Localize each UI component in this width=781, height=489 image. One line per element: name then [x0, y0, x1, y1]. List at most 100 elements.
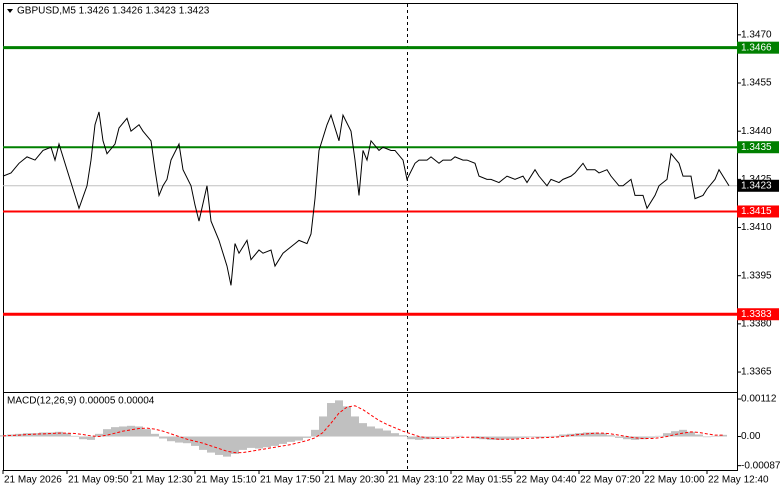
macd-bar: [615, 436, 623, 438]
macd-bar: [719, 434, 727, 437]
macd-bar: [143, 429, 151, 437]
level-label: 1.3383: [741, 309, 772, 320]
macd-bar: [295, 436, 303, 441]
macd-bar: [599, 433, 607, 437]
macd-bar: [335, 400, 343, 437]
level-label-box: [737, 141, 779, 154]
macd-bar: [503, 436, 511, 440]
y-tick-label: 1.3410: [741, 222, 772, 233]
macd-bar: [399, 435, 407, 437]
macd-bar: [231, 436, 239, 454]
macd-bar: [687, 431, 695, 437]
y-tick-label: 1.3455: [741, 78, 772, 89]
y-tick-label: 1.3365: [741, 367, 772, 378]
macd-bar: [7, 434, 15, 437]
macd-bar: [543, 436, 551, 438]
macd-bar: [263, 436, 271, 448]
macd-bar: [223, 436, 231, 457]
y-tick-label: 0.00112: [741, 394, 777, 405]
macd-bar: [23, 433, 31, 437]
macd-bar: [663, 433, 671, 437]
macd-bar: [319, 416, 327, 437]
macd-bar: [535, 436, 543, 438]
macd-bar: [199, 436, 207, 450]
macd-bar: [695, 434, 703, 437]
level-label: 1.3435: [741, 142, 772, 153]
x-tick-label: 22 May 07:20: [580, 475, 641, 486]
macd-bar: [703, 436, 711, 438]
macd-bar: [447, 436, 455, 438]
plot-frame: [3, 3, 738, 471]
x-tick-label: 21 May 15:10: [196, 475, 257, 486]
macd-bar: [55, 431, 63, 437]
macd-bar: [519, 436, 527, 438]
macd-bar: [271, 436, 279, 446]
x-tick-label: 22 May 10:00: [644, 475, 705, 486]
macd-bar: [527, 436, 535, 438]
x-tick-label: 21 May 12:30: [132, 475, 193, 486]
level-label-box: [737, 308, 779, 321]
macd-bar: [311, 429, 319, 437]
x-tick-label: 21 May 09:50: [68, 475, 129, 486]
y-tick-label: 1.3395: [741, 270, 772, 281]
macd-bar: [559, 434, 567, 437]
macd-bar: [127, 425, 135, 437]
macd-bar: [151, 433, 159, 437]
macd-bar: [135, 426, 143, 437]
macd-bar: [407, 436, 415, 440]
last-price-box: [737, 179, 779, 192]
macd-bar: [391, 433, 399, 437]
level-label-box: [737, 41, 779, 54]
macd-bar: [31, 433, 39, 437]
macd-bar: [103, 429, 111, 437]
x-tick-label: 22 May 12:40: [708, 475, 769, 486]
last-price-label: 1.3423: [741, 180, 772, 191]
macd-bar: [175, 436, 183, 443]
macd-bar: [383, 430, 391, 437]
macd-bar: [71, 435, 79, 437]
macd-bar: [647, 436, 655, 438]
macd-bar: [655, 435, 663, 437]
chart-title: GBPUSD,M5 1.3426 1.3426 1.3423 1.3423: [17, 6, 210, 17]
x-tick-label: 21 May 23:10: [388, 475, 449, 486]
macd-bar: [167, 436, 175, 442]
macd-bar: [327, 403, 335, 437]
macd-bar: [551, 435, 559, 437]
x-tick-label: 21 May 20:30: [324, 475, 385, 486]
y-tick-label: 0.00: [741, 431, 761, 442]
y-tick-label: 1.3440: [741, 126, 772, 137]
price-line: [2, 111, 730, 286]
macd-bar: [191, 436, 199, 446]
macd-bar: [279, 436, 287, 444]
macd-bar: [367, 426, 375, 437]
level-label-box: [737, 205, 779, 218]
x-tick-label: 22 May 04:40: [516, 475, 577, 486]
macd-bar: [631, 436, 639, 440]
macd-bar: [159, 436, 167, 439]
macd-bar: [359, 423, 367, 437]
macd-bar: [583, 432, 591, 437]
macd-bar: [671, 431, 679, 437]
macd-bar: [711, 435, 719, 437]
level-label: 1.3466: [741, 42, 772, 53]
x-tick-label: 21 May 2026: [4, 475, 62, 486]
macd-bar: [495, 436, 503, 440]
y-tick-label: 1.3470: [741, 29, 772, 40]
macd-bar: [239, 436, 247, 450]
macd-bar: [87, 436, 95, 440]
y-tick-label: 1.3425: [741, 174, 772, 185]
x-tick-label: 21 May 17:50: [260, 475, 321, 486]
macd-bar: [439, 436, 447, 438]
macd-bar: [247, 436, 255, 448]
signal-line: [2, 405, 723, 454]
macd-bar: [79, 436, 87, 440]
macd-bar: [351, 416, 359, 437]
macd-bar: [47, 432, 55, 437]
macd-bar: [375, 428, 383, 437]
macd-bar: [487, 436, 495, 440]
macd-bar: [343, 406, 351, 437]
macd-bar: [287, 436, 295, 442]
macd-bar: [639, 436, 647, 440]
macd-bar: [607, 435, 615, 437]
